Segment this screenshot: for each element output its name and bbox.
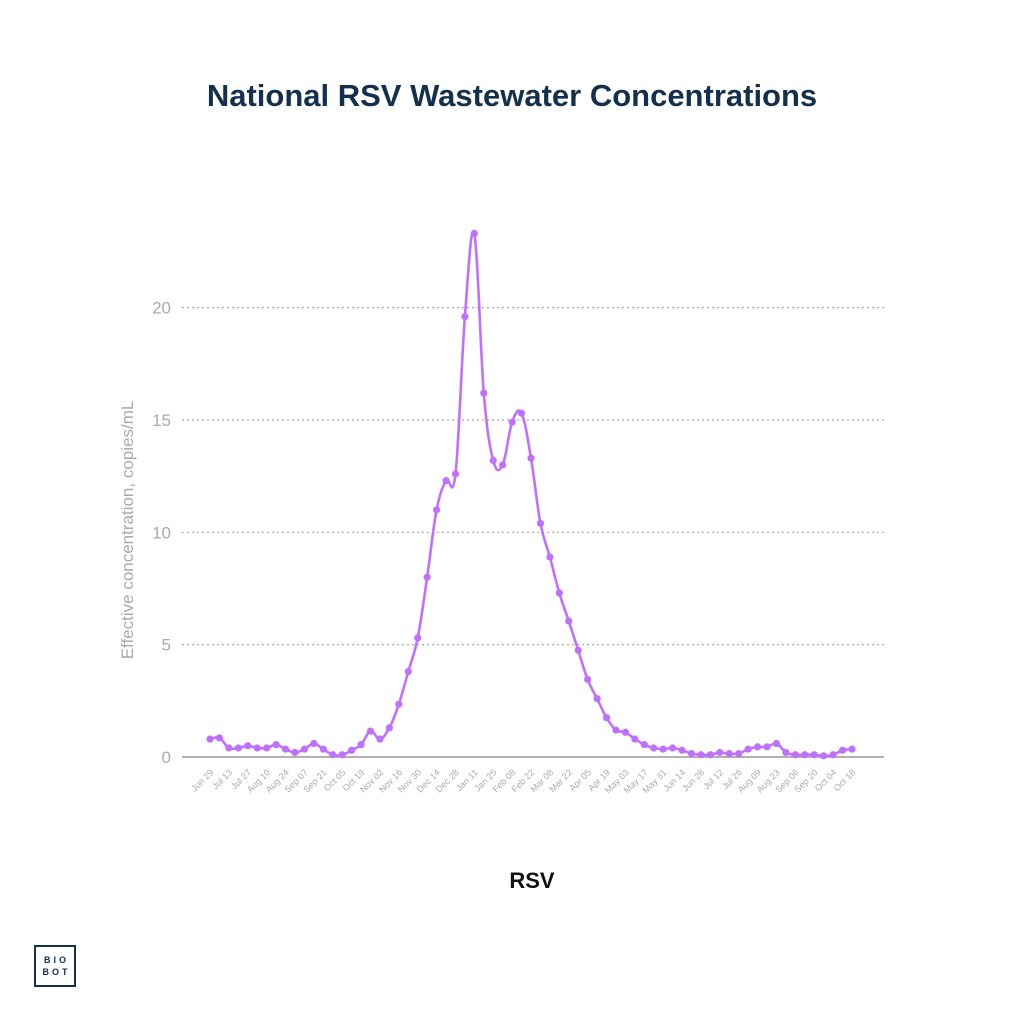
data-point <box>517 409 526 417</box>
data-point <box>499 461 507 469</box>
data-point <box>206 735 214 743</box>
data-point <box>310 739 318 748</box>
data-point <box>782 748 790 757</box>
y-axis-label: Effective concentration, copies/mL <box>118 401 137 660</box>
data-point <box>772 739 781 748</box>
data-points <box>206 229 856 760</box>
data-point <box>253 744 261 752</box>
x-tick-label: Oct 18 <box>832 767 858 793</box>
data-point <box>820 752 828 760</box>
biobot-logo: BIO BOT <box>34 945 76 987</box>
data-point <box>555 589 563 597</box>
data-point <box>687 750 696 758</box>
chart-title: National RSV Wastewater Concentrations <box>206 78 818 113</box>
data-point <box>678 746 686 754</box>
data-point <box>735 750 743 758</box>
data-point <box>574 646 582 654</box>
data-point <box>697 751 705 759</box>
data-point <box>451 470 460 478</box>
data-point <box>281 745 290 753</box>
data-point <box>480 389 488 397</box>
data-point <box>329 751 337 759</box>
y-tick-label: 0 <box>162 748 171 767</box>
data-point <box>659 745 667 753</box>
data-point <box>234 744 242 752</box>
x-tick-label: Jul 12 <box>701 767 725 791</box>
data-point <box>414 634 422 642</box>
data-point <box>244 742 252 750</box>
data-point <box>527 454 535 462</box>
y-tick-label: 10 <box>152 523 171 542</box>
data-point <box>829 751 837 759</box>
data-point <box>432 506 441 514</box>
data-point <box>395 700 403 708</box>
data-point <box>385 724 393 732</box>
data-point <box>489 456 497 465</box>
grid-lines <box>182 307 884 646</box>
data-point <box>423 573 431 581</box>
data-point <box>810 751 818 759</box>
y-tick-labels: 0 5 10 15 20 <box>152 299 171 767</box>
data-point <box>348 746 356 754</box>
series-line-rsv <box>208 230 854 758</box>
data-point <box>640 741 648 749</box>
data-point <box>716 748 724 757</box>
data-point <box>225 744 233 752</box>
data-point <box>838 746 847 754</box>
data-point <box>602 714 611 722</box>
data-point <box>442 477 450 485</box>
data-point <box>791 751 799 759</box>
data-point <box>300 745 309 753</box>
data-point <box>706 751 714 759</box>
data-point <box>621 728 630 736</box>
data-point <box>338 751 346 759</box>
data-point <box>461 313 469 321</box>
data-point <box>470 229 478 238</box>
x-tick-label: Jul 13 <box>210 767 234 791</box>
data-point <box>404 668 412 676</box>
data-point <box>263 744 271 752</box>
data-point <box>376 735 384 743</box>
data-point <box>565 617 573 625</box>
y-tick-label: 15 <box>152 411 171 430</box>
data-point <box>763 743 771 751</box>
data-point <box>650 744 658 752</box>
data-point <box>215 734 224 742</box>
x-tick-label: Jun 29 <box>189 767 215 793</box>
data-point <box>536 519 545 527</box>
data-point <box>291 748 299 757</box>
legend-label-rsv: RSV <box>509 868 555 893</box>
data-point <box>753 743 762 751</box>
data-point <box>319 745 327 753</box>
data-point <box>612 726 620 734</box>
data-point <box>744 745 752 753</box>
y-tick-label: 5 <box>162 636 171 655</box>
data-point <box>584 675 592 684</box>
data-point <box>357 741 365 749</box>
data-point <box>801 751 809 759</box>
data-point <box>725 750 733 758</box>
y-tick-label: 20 <box>152 299 171 318</box>
data-point <box>272 741 280 749</box>
data-point <box>669 744 677 752</box>
data-point <box>848 745 856 753</box>
data-point <box>631 735 639 743</box>
data-point <box>546 553 554 561</box>
data-point <box>508 418 516 426</box>
data-point <box>593 694 601 703</box>
data-point <box>366 727 375 735</box>
